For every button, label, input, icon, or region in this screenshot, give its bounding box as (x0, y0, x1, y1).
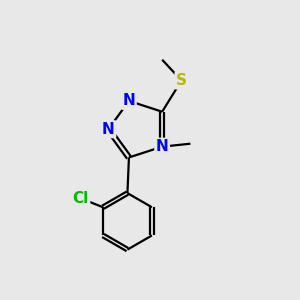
Text: S: S (176, 73, 187, 88)
Text: N: N (156, 139, 169, 154)
Text: Cl: Cl (73, 191, 89, 206)
Text: N: N (123, 93, 135, 108)
Text: N: N (102, 122, 115, 137)
